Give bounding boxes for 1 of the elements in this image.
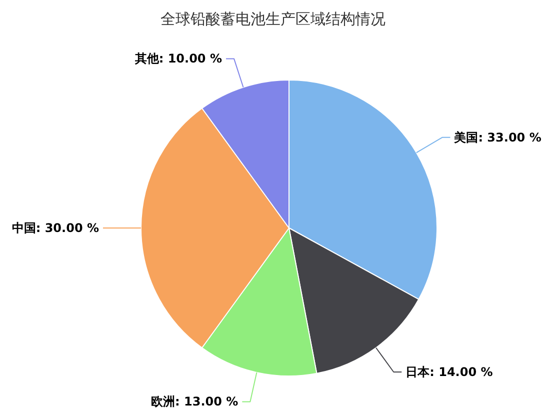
title: 全球铅酸蓄电池生产区域结构情况 — [160, 10, 386, 28]
